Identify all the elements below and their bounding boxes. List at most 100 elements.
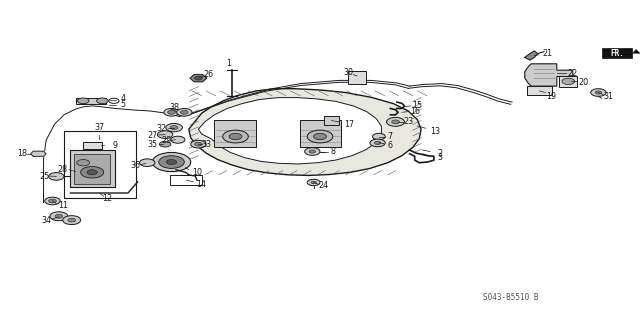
Text: 5: 5 bbox=[120, 100, 125, 109]
Text: 7: 7 bbox=[388, 132, 393, 141]
Circle shape bbox=[55, 214, 63, 218]
Text: 33: 33 bbox=[201, 140, 211, 149]
Circle shape bbox=[305, 148, 320, 155]
Circle shape bbox=[87, 170, 97, 175]
Circle shape bbox=[314, 133, 326, 140]
Text: 3: 3 bbox=[438, 153, 443, 162]
Text: 13: 13 bbox=[430, 127, 440, 136]
Bar bbox=[214, 120, 256, 147]
Text: S043-B5510 B: S043-B5510 B bbox=[483, 293, 539, 302]
Text: 11: 11 bbox=[58, 201, 68, 210]
Circle shape bbox=[191, 140, 206, 148]
Circle shape bbox=[97, 98, 108, 104]
Circle shape bbox=[77, 160, 90, 166]
Circle shape bbox=[311, 181, 316, 184]
Circle shape bbox=[229, 133, 242, 140]
Circle shape bbox=[372, 133, 385, 140]
Polygon shape bbox=[31, 151, 46, 156]
Circle shape bbox=[168, 110, 175, 114]
Text: 38: 38 bbox=[169, 103, 179, 112]
Text: 21: 21 bbox=[542, 49, 552, 58]
Bar bbox=[74, 154, 110, 184]
Circle shape bbox=[591, 89, 606, 96]
Text: 4: 4 bbox=[120, 94, 125, 103]
Circle shape bbox=[109, 98, 119, 103]
Bar bbox=[559, 76, 577, 87]
Bar bbox=[83, 142, 102, 149]
Text: 24: 24 bbox=[318, 181, 328, 190]
Polygon shape bbox=[525, 64, 573, 86]
Text: 14: 14 bbox=[196, 180, 207, 189]
Circle shape bbox=[195, 142, 202, 146]
Circle shape bbox=[374, 141, 381, 145]
Bar bbox=[76, 98, 106, 104]
Circle shape bbox=[45, 197, 60, 205]
Circle shape bbox=[595, 91, 602, 94]
Text: 31: 31 bbox=[603, 92, 613, 101]
Text: 27: 27 bbox=[147, 131, 157, 140]
Bar bbox=[64, 131, 136, 198]
Text: 12: 12 bbox=[102, 194, 113, 203]
Text: 6: 6 bbox=[388, 141, 393, 150]
Circle shape bbox=[140, 159, 155, 167]
Bar bbox=[348, 71, 366, 84]
Circle shape bbox=[68, 218, 76, 222]
Circle shape bbox=[152, 152, 191, 172]
Text: 18: 18 bbox=[17, 149, 28, 158]
Bar bbox=[602, 48, 632, 58]
Bar bbox=[170, 175, 202, 185]
Text: 34: 34 bbox=[41, 216, 51, 225]
Polygon shape bbox=[198, 98, 381, 164]
Polygon shape bbox=[190, 75, 207, 82]
Text: 22: 22 bbox=[568, 69, 578, 78]
Circle shape bbox=[307, 179, 320, 186]
Text: 26: 26 bbox=[203, 70, 213, 78]
Bar bbox=[300, 120, 341, 147]
Text: 25: 25 bbox=[40, 172, 50, 181]
Circle shape bbox=[180, 110, 188, 114]
Circle shape bbox=[157, 131, 173, 138]
Text: 35: 35 bbox=[147, 140, 157, 149]
Polygon shape bbox=[632, 49, 640, 53]
Bar bbox=[324, 116, 339, 125]
Text: 32: 32 bbox=[156, 124, 166, 133]
Polygon shape bbox=[525, 51, 538, 60]
Text: 16: 16 bbox=[410, 107, 420, 115]
Text: 19: 19 bbox=[547, 92, 557, 101]
Bar bbox=[527, 86, 552, 95]
Text: FR.: FR. bbox=[610, 49, 624, 58]
Circle shape bbox=[307, 130, 333, 143]
Circle shape bbox=[171, 136, 185, 143]
Text: 28: 28 bbox=[58, 165, 68, 174]
Text: 17: 17 bbox=[344, 120, 354, 129]
Text: 37: 37 bbox=[94, 123, 104, 132]
Text: 9: 9 bbox=[113, 141, 118, 150]
Circle shape bbox=[195, 76, 202, 80]
Circle shape bbox=[164, 108, 179, 116]
Text: 20: 20 bbox=[579, 78, 589, 87]
Circle shape bbox=[223, 130, 248, 143]
Text: 10: 10 bbox=[192, 168, 202, 177]
Circle shape bbox=[370, 139, 385, 147]
Circle shape bbox=[392, 120, 399, 124]
Circle shape bbox=[562, 78, 575, 85]
Circle shape bbox=[166, 160, 177, 165]
Circle shape bbox=[170, 126, 178, 130]
Circle shape bbox=[49, 199, 56, 203]
Circle shape bbox=[77, 98, 89, 104]
Circle shape bbox=[166, 123, 182, 132]
Circle shape bbox=[63, 216, 81, 225]
Circle shape bbox=[177, 108, 192, 116]
Circle shape bbox=[50, 212, 68, 221]
Circle shape bbox=[49, 173, 64, 180]
Polygon shape bbox=[189, 89, 421, 175]
Bar bbox=[70, 150, 115, 187]
Text: 23: 23 bbox=[403, 117, 413, 126]
Circle shape bbox=[309, 150, 316, 153]
Text: 29: 29 bbox=[161, 137, 172, 145]
Circle shape bbox=[159, 141, 171, 147]
Circle shape bbox=[81, 167, 104, 178]
Text: 2: 2 bbox=[438, 149, 443, 158]
Text: 30: 30 bbox=[344, 68, 354, 77]
Text: 8: 8 bbox=[330, 147, 335, 156]
